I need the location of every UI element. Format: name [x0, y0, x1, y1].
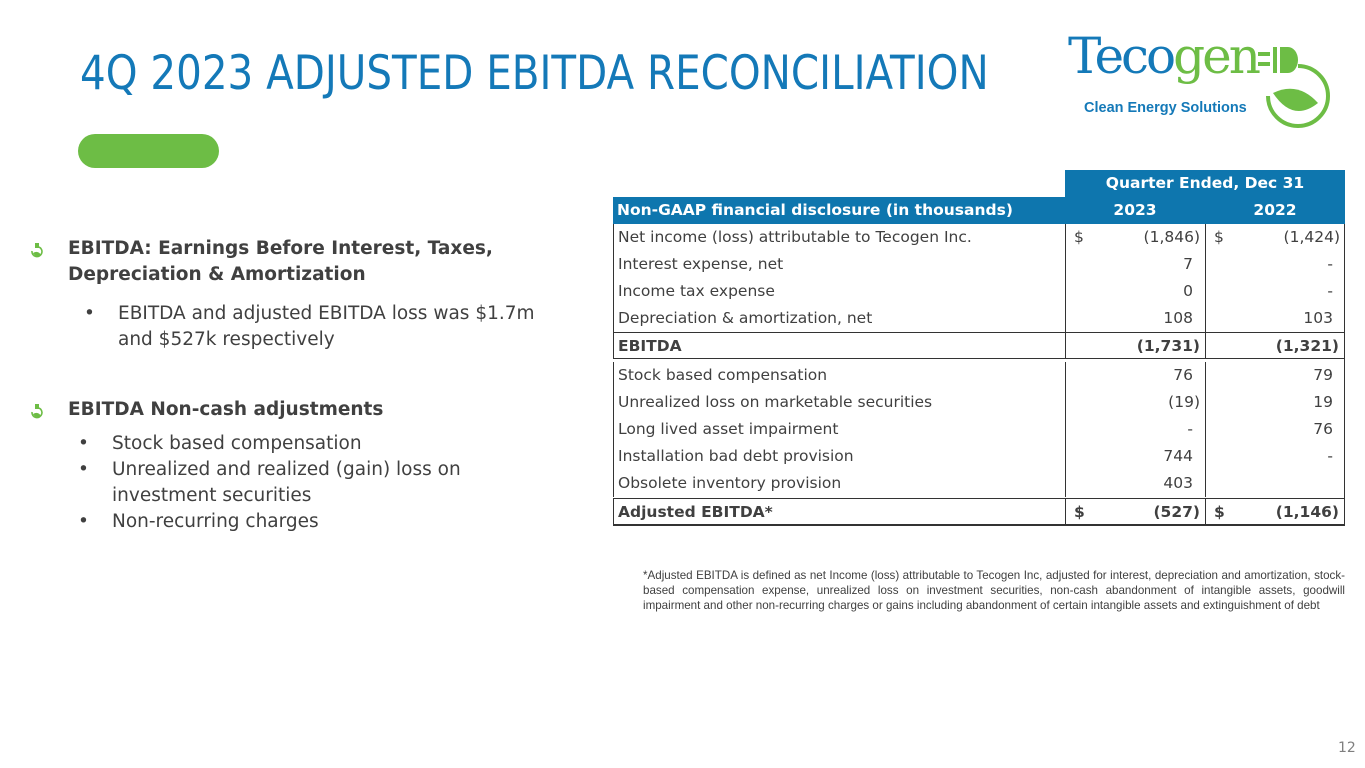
row-label: Adjusted EBITDA*	[613, 498, 1065, 525]
value-2022: (1,146)	[1275, 503, 1339, 521]
value-2023: (19)	[1168, 393, 1200, 411]
value-2022: -	[1327, 447, 1333, 465]
bullet-dot: •	[84, 303, 95, 324]
row-label: Interest expense, net	[613, 251, 1065, 278]
value-2022: (1,424)	[1283, 228, 1340, 246]
bullet-dot: •	[78, 459, 89, 480]
value-2023: (527)	[1153, 503, 1200, 521]
table-row: Income tax expense 0 -	[613, 278, 1345, 305]
value-2023: 7	[1183, 255, 1193, 273]
table-row: Depreciation & amortization, net 108 103	[613, 305, 1345, 332]
row-label: Installation bad debt provision	[613, 443, 1065, 470]
plug-leaf-icon	[1258, 47, 1330, 128]
currency-symbol: $	[1074, 503, 1085, 521]
value-2022: 19	[1313, 393, 1333, 411]
row-label: Unrealized loss on marketable securities	[613, 389, 1065, 416]
currency-symbol: $	[1074, 228, 1084, 246]
bullet: EBITDA: Earnings Before Interest, Taxes,…	[30, 236, 550, 288]
table-row: Long lived asset impairment - 76	[613, 416, 1345, 443]
value-2023: (1,846)	[1143, 228, 1200, 246]
table-row: Unrealized loss on marketable securities…	[613, 389, 1345, 416]
leaf-plug-icon	[30, 402, 44, 428]
value-2022: (1,321)	[1275, 337, 1339, 355]
table-row: Obsolete inventory provision 403	[613, 470, 1345, 497]
row-label: Stock based compensation	[613, 362, 1065, 389]
table-row: Installation bad debt provision 744 -	[613, 443, 1345, 470]
row-label: Obsolete inventory provision	[613, 470, 1065, 497]
value-2023: 744	[1163, 447, 1193, 465]
leaf-plug-icon	[30, 241, 44, 267]
currency-symbol: $	[1214, 503, 1225, 521]
bullet-text: EBITDA Non-cash adjustments	[68, 399, 384, 420]
bullet-text: EBITDA: Earnings Before Interest, Taxes,…	[68, 238, 493, 285]
sub-bullet-text: Stock based compensation	[112, 433, 362, 454]
currency-symbol: $	[1214, 228, 1224, 246]
row-label: Income tax expense	[613, 278, 1065, 305]
bullet-list: EBITDA: Earnings Before Interest, Taxes,…	[30, 236, 550, 535]
bullet-dot: •	[78, 433, 89, 454]
sub-bullet: • Stock based compensation	[30, 431, 550, 457]
bullet-dot: •	[78, 511, 89, 532]
header-2023: 2023	[1113, 201, 1157, 219]
value-2022: 76	[1313, 420, 1333, 438]
group-header: Quarter Ended, Dec 31	[1065, 170, 1345, 197]
value-2023: 108	[1163, 309, 1193, 327]
value-2023: 403	[1163, 474, 1193, 492]
row-label: Net income (loss) attributable to Tecoge…	[613, 224, 1065, 251]
sub-bullet-text: EBITDA and adjusted EBITDA loss was $1.7…	[118, 303, 535, 350]
value-2022: 79	[1313, 366, 1333, 384]
value-2023: (1,731)	[1136, 337, 1200, 355]
value-2023: -	[1187, 420, 1193, 438]
sub-bullet: • Non-recurring charges	[30, 509, 550, 535]
footnote: *Adjusted EBITDA is defined as net Incom…	[643, 569, 1345, 612]
table-row: Adjusted EBITDA* $ (527) $ (1,146)	[613, 498, 1345, 525]
row-label: EBITDA	[613, 332, 1065, 359]
bullet: EBITDA Non-cash adjustments	[30, 397, 550, 423]
value-2023: 76	[1173, 366, 1193, 384]
value-2022: -	[1327, 282, 1333, 300]
table-row: EBITDA (1,731) (1,321)	[613, 332, 1345, 359]
value-2022: -	[1327, 255, 1333, 273]
logo-word-green: gen	[1173, 27, 1261, 85]
logo-word-blue: Teco	[1068, 27, 1176, 85]
tecogen-logo: Tecogen Clean Energy Solutions	[1068, 28, 1338, 136]
row-label: Long lived asset impairment	[613, 416, 1065, 443]
header-label: Non-GAAP financial disclosure (in thousa…	[617, 201, 1013, 219]
accent-pill	[78, 134, 219, 168]
sub-bullet: • EBITDA and adjusted EBITDA loss was $1.…	[30, 301, 550, 353]
header-row: Non-GAAP financial disclosure (in thousa…	[613, 197, 1345, 224]
logo-tagline: Clean Energy Solutions	[1084, 100, 1247, 116]
slide-title: 4Q 2023 ADJUSTED EBITDA RECONCILIATION	[80, 46, 989, 101]
table-row: Net income (loss) attributable to Tecoge…	[613, 224, 1345, 251]
value-2022: 103	[1303, 309, 1333, 327]
table-row: Stock based compensation 76 79	[613, 362, 1345, 389]
table-row: Interest expense, net 7 -	[613, 251, 1345, 278]
sub-bullet-text: Non-recurring charges	[112, 511, 319, 532]
sub-bullet: • Unrealized and realized (gain) loss on …	[30, 457, 550, 509]
sub-bullet-text: Unrealized and realized (gain) loss on i…	[112, 459, 461, 506]
header-2022: 2022	[1253, 201, 1297, 219]
row-label: Depreciation & amortization, net	[613, 305, 1065, 332]
value-2023: 0	[1183, 282, 1193, 300]
page-number: 12	[1338, 740, 1356, 756]
